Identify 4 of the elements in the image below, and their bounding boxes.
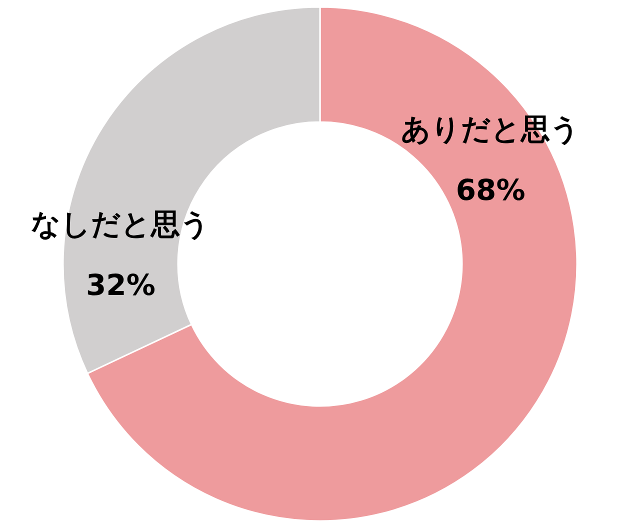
data-label: 68% <box>456 173 526 208</box>
data-label: 32% <box>86 268 156 302</box>
slice-label: ありだと思う <box>401 112 580 146</box>
slice-label: なしだと思う <box>31 206 210 241</box>
